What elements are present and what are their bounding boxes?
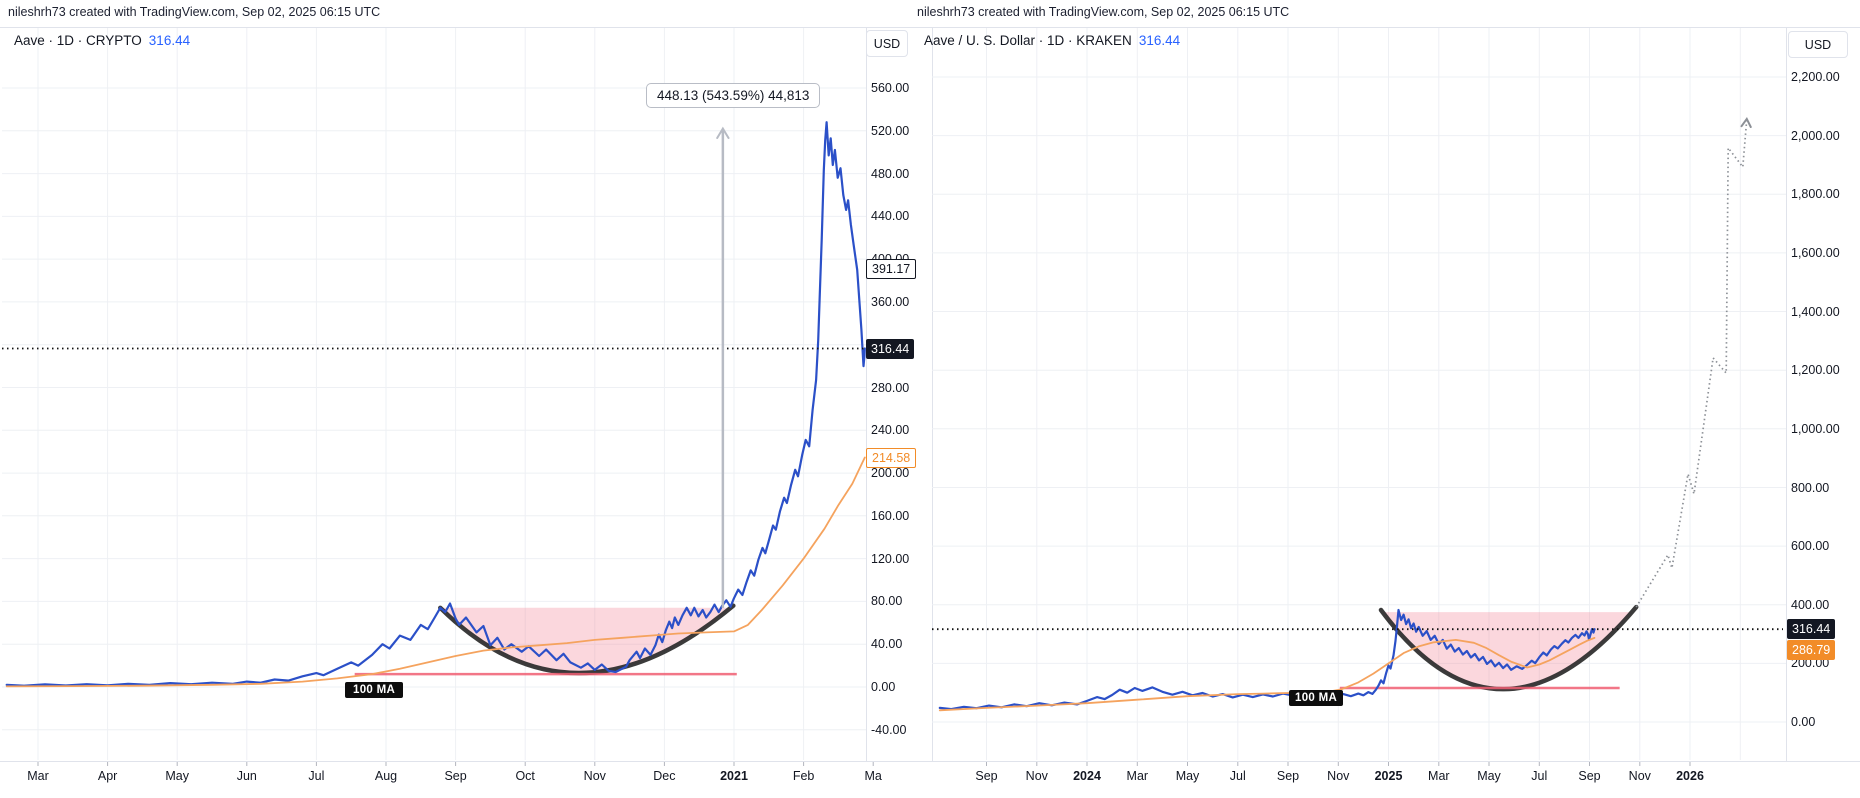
time-axis-label: Oct bbox=[515, 769, 535, 783]
time-axis-label: Mar bbox=[1428, 769, 1450, 783]
time-axis-label: Mar bbox=[1126, 769, 1149, 783]
time-axis-label: Jul bbox=[308, 769, 325, 783]
time-axis-label: Feb bbox=[792, 769, 815, 783]
price-axis-label: 2,000.00 bbox=[1791, 128, 1840, 143]
price-axis-label: 600.00 bbox=[1791, 539, 1830, 554]
price-axis-label: -40.00 bbox=[871, 722, 907, 737]
time-axis-label: Sep bbox=[1578, 769, 1601, 783]
price-axis-label: 520.00 bbox=[871, 123, 910, 138]
price-axis-label: 1,200.00 bbox=[1791, 363, 1840, 378]
price-axis-label: 360.00 bbox=[871, 294, 910, 309]
time-axis-label: Sep bbox=[975, 769, 998, 783]
price-tag: 316.44 bbox=[1787, 619, 1836, 640]
time-axis-label: May bbox=[165, 769, 189, 783]
price-axis-label: 240.00 bbox=[871, 423, 910, 438]
price-axis-label: 280.00 bbox=[871, 380, 910, 395]
ma-label-left[interactable]: 100 MA bbox=[345, 682, 404, 698]
price-axis-label: 160.00 bbox=[871, 508, 910, 523]
time-axis-label: Nov bbox=[1327, 769, 1350, 783]
price-tag: 214.58 bbox=[866, 447, 917, 468]
symbol-last-value-right: 316.44 bbox=[1138, 33, 1181, 48]
time-axis-label: Aug bbox=[374, 769, 398, 783]
time-axis-label: Jul bbox=[1229, 769, 1246, 783]
time-axis-label: Sep bbox=[444, 769, 467, 783]
time-axis-label: 2026 bbox=[1676, 769, 1704, 783]
price-axis-label: 1,600.00 bbox=[1791, 245, 1840, 260]
price-axis-label: 480.00 bbox=[871, 166, 910, 181]
time-axis-label: May bbox=[1175, 769, 1200, 783]
price-axis-label: 560.00 bbox=[871, 81, 910, 95]
time-axis-label: Ma bbox=[864, 769, 882, 783]
time-axis-label: Nov bbox=[1628, 769, 1651, 783]
price-axis-label: 800.00 bbox=[1791, 480, 1830, 495]
price-tag: 286.79 bbox=[1787, 640, 1836, 661]
price-axis-label: 1,400.00 bbox=[1791, 304, 1840, 319]
price-axis-label: 440.00 bbox=[871, 209, 910, 224]
measure-annotation-label[interactable]: 448.13 (543.59%) 44,813 bbox=[646, 83, 821, 108]
price-tag: 391.17 bbox=[866, 258, 917, 279]
time-axis-label: 2024 bbox=[1073, 769, 1101, 783]
axis-unit-right: USD bbox=[1788, 31, 1848, 58]
ma-label-right[interactable]: 100 MA bbox=[1289, 690, 1344, 706]
time-axis-label: Dec bbox=[653, 769, 676, 783]
attribution-left: nileshrh73 created with TradingView.com,… bbox=[8, 5, 381, 19]
price-axis-label: 400.00 bbox=[1791, 597, 1830, 612]
symbol-last-value-left: 316.44 bbox=[148, 33, 191, 48]
price-axis-label: 120.00 bbox=[871, 551, 910, 566]
time-axis-label: Jun bbox=[236, 769, 257, 783]
time-axis-label: Sep bbox=[1276, 769, 1300, 783]
axis-unit-left: USD bbox=[866, 30, 908, 57]
time-axis-label: Nov bbox=[1025, 769, 1048, 783]
price-axis-label: 1,800.00 bbox=[1791, 187, 1840, 202]
price-axis-label: 40.00 bbox=[871, 637, 903, 652]
price-axis-label: 1,000.00 bbox=[1791, 421, 1840, 436]
price-tag: 316.44 bbox=[866, 338, 915, 359]
time-axis-label: 2021 bbox=[720, 769, 748, 783]
symbol-legend-left: Aave · 1D · CRYPTO 316.44 bbox=[14, 33, 190, 48]
price-axis-label: 200.00 bbox=[871, 466, 910, 481]
symbol-title-left: Aave · 1D · CRYPTO bbox=[14, 33, 142, 48]
time-axis-label: Nov bbox=[583, 769, 606, 783]
time-axis-label: Mar bbox=[27, 769, 49, 783]
symbol-legend-right: Aave / U. S. Dollar · 1D · KRAKEN 316.44 bbox=[924, 33, 1180, 48]
time-axis-label: Jul bbox=[1531, 769, 1548, 783]
price-axis-label: 0.00 bbox=[871, 680, 896, 694]
time-axis-label: May bbox=[1477, 769, 1501, 783]
symbol-title-right: Aave / U. S. Dollar · 1D · KRAKEN bbox=[924, 33, 1132, 48]
time-axis-label: Apr bbox=[97, 769, 118, 783]
price-axis-label: 80.00 bbox=[871, 594, 903, 609]
price-axis-label: 0.00 bbox=[1791, 715, 1816, 729]
attribution-right: nileshrh73 created with TradingView.com,… bbox=[917, 5, 1290, 19]
time-axis-label: 2025 bbox=[1374, 769, 1403, 783]
price-axis-label: 2,200.00 bbox=[1791, 70, 1840, 84]
